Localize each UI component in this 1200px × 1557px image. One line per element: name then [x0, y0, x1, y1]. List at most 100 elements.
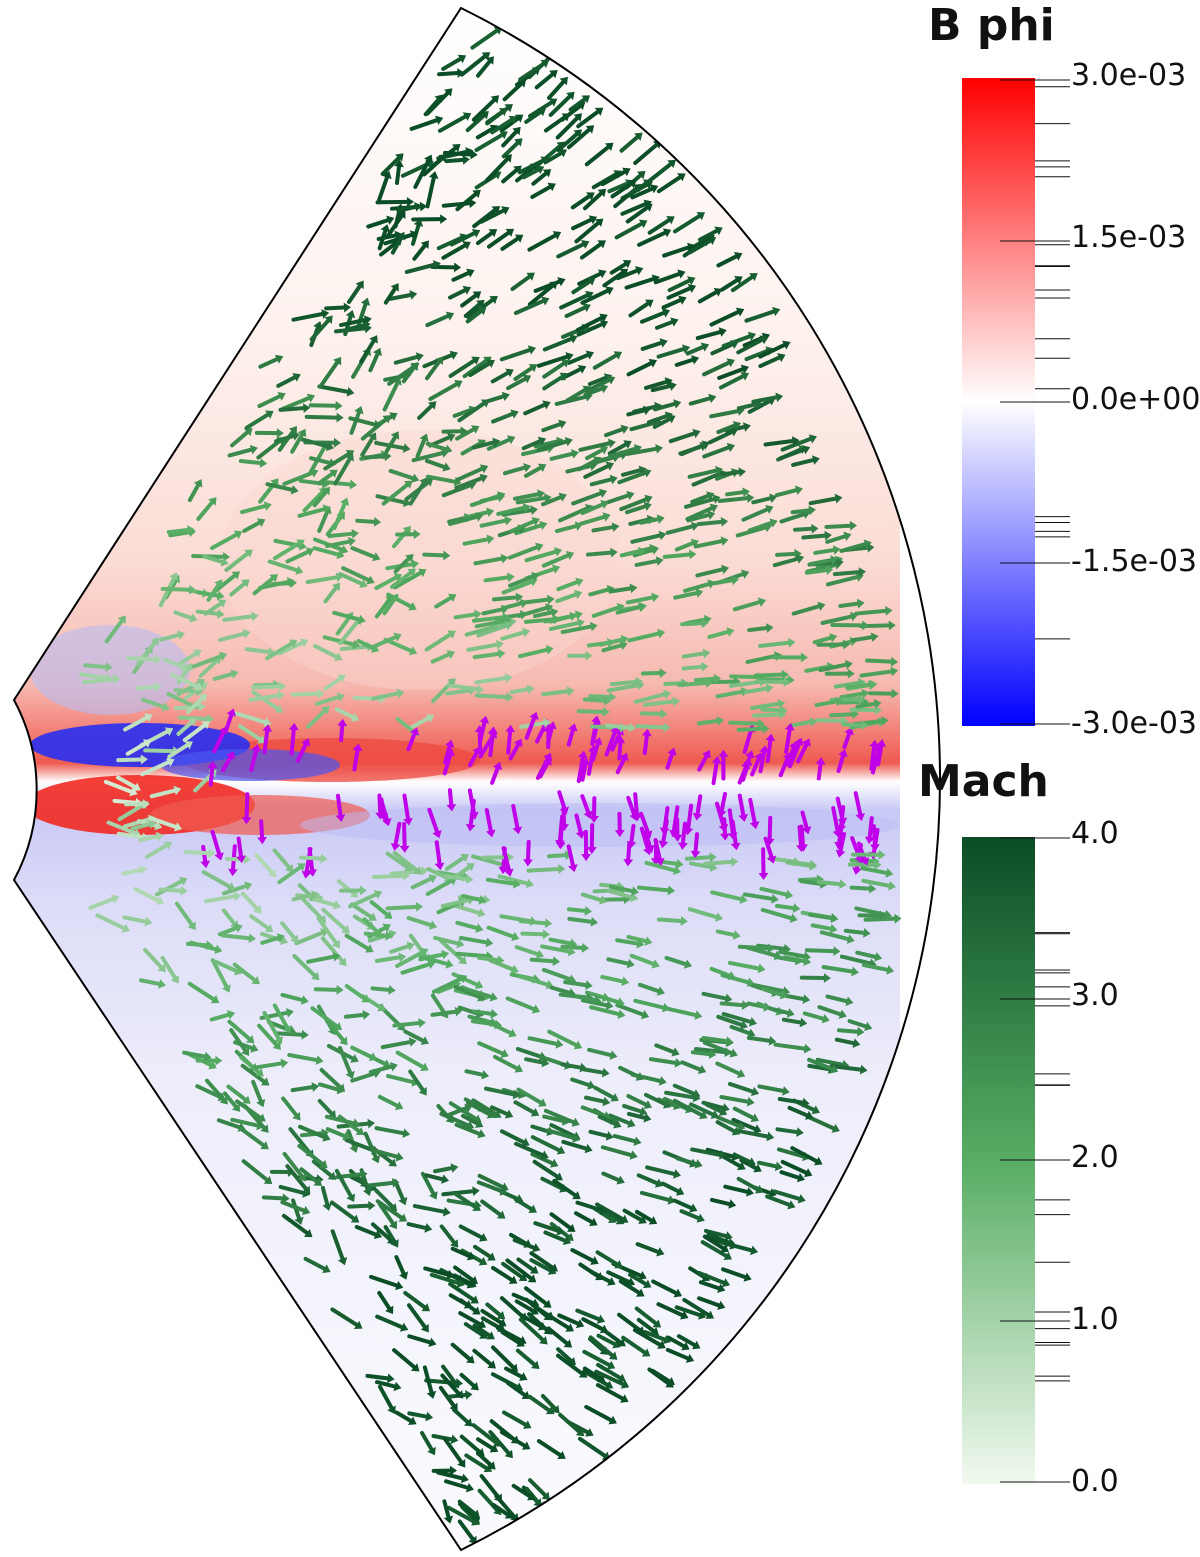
- velocity-arrow: [855, 701, 877, 709]
- velocity-arrow-head: [775, 392, 784, 403]
- velocity-arrow: [654, 320, 674, 330]
- velocity-arrow-head: [310, 890, 319, 900]
- velocity-arrow-head: [688, 549, 697, 560]
- velocity-arrow-head: [248, 933, 257, 944]
- velocity-arrow: [440, 898, 471, 909]
- velocity-arrow-head: [677, 173, 686, 182]
- velocity-arrow: [556, 580, 579, 592]
- velocity-arrow-head: [501, 206, 510, 215]
- velocity-arrow: [752, 712, 782, 718]
- velocity-arrow-head: [465, 1120, 475, 1130]
- velocity-arrow: [309, 456, 332, 465]
- bphi-tick-marks: [1000, 79, 1070, 725]
- velocity-arrow-head: [527, 345, 537, 355]
- velocity-arrow-head: [544, 918, 553, 929]
- velocity-arrow: [306, 954, 336, 964]
- velocity-arrow: [682, 1297, 711, 1317]
- velocity-arrow: [570, 1248, 595, 1263]
- velocity-arrow-head: [803, 1043, 812, 1054]
- velocity-arrow-head: [339, 1036, 348, 1046]
- velocity-arrow: [684, 497, 716, 509]
- velocity-arrow-head: [620, 424, 629, 434]
- velocity-arrow-head: [542, 169, 552, 178]
- velocity-arrow-head: [154, 654, 162, 665]
- velocity-arrow: [582, 191, 604, 211]
- velocity-arrow: [560, 1062, 583, 1070]
- velocity-arrow: [143, 748, 176, 754]
- velocity-arrow-head: [425, 714, 435, 723]
- velocity-arrow: [311, 1159, 333, 1178]
- velocity-arrow-head: [187, 718, 197, 727]
- velocity-arrow-head: [231, 1103, 241, 1112]
- velocity-arrow: [291, 312, 325, 322]
- velocity-arrow: [79, 672, 108, 680]
- velocity-arrow-head: [678, 295, 687, 305]
- velocity-arrow: [656, 1302, 685, 1318]
- velocity-arrow: [499, 348, 532, 362]
- velocity-arrow-head: [236, 855, 246, 864]
- velocity-arrow: [222, 1091, 238, 1109]
- velocity-arrow-head: [575, 830, 586, 839]
- velocity-arrow: [760, 707, 783, 713]
- velocity-arrow: [697, 1296, 721, 1308]
- velocity-arrow: [344, 933, 370, 951]
- velocity-arrow-head: [539, 520, 548, 531]
- velocity-arrow: [464, 1453, 489, 1471]
- velocity-arrow-head: [599, 895, 608, 905]
- velocity-arrow: [824, 523, 853, 529]
- velocity-arrow: [471, 1423, 498, 1445]
- velocity-arrow: [547, 1029, 578, 1047]
- velocity-arrow: [217, 926, 239, 937]
- velocity-arrow-head: [180, 885, 188, 896]
- velocity-arrow-head: [642, 179, 652, 188]
- velocity-arrow-head: [702, 749, 711, 759]
- velocity-arrow-head: [402, 443, 411, 453]
- velocity-arrow: [645, 1165, 677, 1176]
- velocity-arrow: [476, 623, 509, 638]
- velocity-arrow: [508, 574, 535, 588]
- velocity-arrow: [371, 691, 400, 701]
- velocity-arrow-head: [382, 818, 392, 827]
- velocity-arrow: [626, 934, 648, 944]
- velocity-arrow: [742, 892, 774, 901]
- velocity-arrow-head: [444, 88, 453, 97]
- velocity-arrow-head: [263, 1175, 273, 1185]
- velocity-arrow: [413, 158, 431, 189]
- velocity-arrow-head: [852, 1038, 861, 1048]
- velocity-arrow-head: [492, 1438, 502, 1447]
- velocity-arrow: [625, 181, 648, 199]
- velocity-arrow-head: [590, 1256, 599, 1265]
- velocity-arrow: [505, 1258, 533, 1281]
- velocity-arrow-head: [476, 684, 485, 695]
- velocity-arrow-head: [507, 435, 516, 445]
- velocity-arrow-head: [585, 290, 594, 300]
- velocity-arrow: [441, 56, 463, 71]
- velocity-arrow-head: [468, 480, 477, 490]
- velocity-arrow: [715, 1120, 736, 1134]
- velocity-arrow: [566, 907, 588, 913]
- velocity-arrow-head: [339, 544, 349, 555]
- velocity-arrow-head: [454, 1006, 463, 1017]
- velocity-arrow: [600, 169, 627, 187]
- velocity-arrow: [479, 518, 508, 528]
- velocity-arrow-head: [626, 490, 635, 501]
- velocity-arrow: [290, 691, 320, 697]
- velocity-arrow-head: [345, 449, 355, 459]
- velocity-arrow: [502, 82, 524, 102]
- velocity-arrow-head: [535, 542, 544, 552]
- velocity-arrow: [467, 750, 479, 768]
- velocity-arrow: [582, 1366, 602, 1380]
- velocity-arrow: [693, 832, 700, 854]
- velocity-arrow-head: [350, 1214, 360, 1223]
- velocity-arrow-head: [394, 1101, 404, 1110]
- velocity-arrow: [371, 873, 405, 880]
- velocity-arrow-head: [668, 381, 677, 391]
- velocity-arrow-head: [444, 739, 455, 748]
- velocity-arrow: [424, 1173, 445, 1182]
- velocity-arrow-head: [466, 874, 474, 884]
- velocity-arrow-head: [428, 1337, 437, 1348]
- velocity-arrow: [472, 615, 506, 623]
- velocity-arrow-head: [464, 1418, 473, 1427]
- velocity-arrow: [574, 221, 601, 244]
- velocity-arrow: [730, 819, 738, 846]
